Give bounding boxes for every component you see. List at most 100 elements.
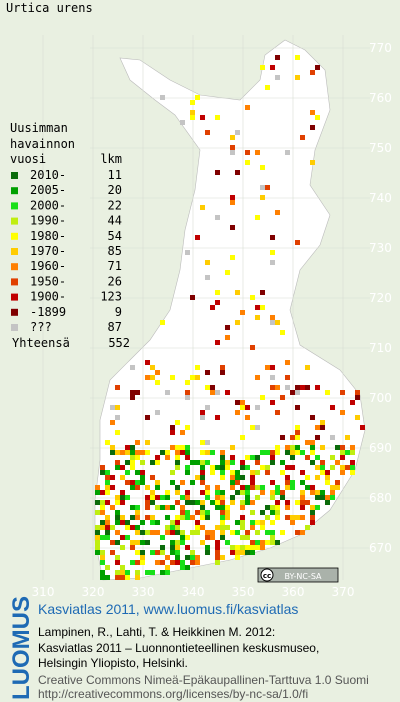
occurrence-square (215, 495, 220, 500)
headline: Kasviatlas 2011, www.luomus.fi/kasviatla… (38, 601, 298, 617)
occurrence-square (230, 255, 235, 260)
occurrence-square (215, 525, 220, 530)
occurrence-square (315, 505, 320, 510)
occurrence-square (120, 545, 125, 550)
occurrence-square (255, 305, 260, 310)
occurrence-square (305, 365, 310, 370)
legend-swatch (11, 172, 18, 179)
occurrence-square (255, 530, 260, 535)
occurrence-square (300, 530, 305, 535)
occurrence-square (125, 460, 130, 465)
occurrence-square (185, 450, 190, 455)
occurrence-square (310, 70, 315, 75)
legend-heading: Uusimman (10, 121, 68, 135)
occurrence-square (290, 435, 295, 440)
occurrence-square (175, 450, 180, 455)
occurrence-square (245, 545, 250, 550)
occurrence-square (215, 555, 220, 560)
occurrence-square (300, 500, 305, 505)
occurrence-square (270, 505, 275, 510)
occurrence-square (290, 450, 295, 455)
occurrence-square (190, 480, 195, 485)
occurrence-square (110, 420, 115, 425)
occurrence-square (160, 95, 165, 100)
occurrence-square (145, 515, 150, 520)
occurrence-square (230, 470, 235, 475)
occurrence-square (185, 390, 190, 395)
occurrence-square (150, 570, 155, 575)
occurrence-square (150, 460, 155, 465)
occurrence-square (220, 490, 225, 495)
occurrence-square (345, 465, 350, 470)
legend-total: 552 (108, 336, 130, 350)
occurrence-square (295, 430, 300, 435)
occurrence-square (310, 510, 315, 515)
occurrence-square (340, 390, 345, 395)
legend-heading: havainnon (10, 137, 75, 151)
occurrence-square (350, 400, 355, 405)
occurrence-square (180, 120, 185, 125)
occurrence-square (340, 455, 345, 460)
occurrence-square (245, 160, 250, 165)
occurrence-square (275, 490, 280, 495)
occurrence-square (220, 370, 225, 375)
occurrence-square (290, 390, 295, 395)
occurrence-square (140, 470, 145, 475)
occurrence-square (185, 455, 190, 460)
occurrence-square (180, 480, 185, 485)
legend-swatch (11, 187, 18, 195)
occurrence-square (100, 550, 105, 555)
occurrence-square (115, 450, 120, 455)
occurrence-square (155, 520, 160, 525)
occurrence-square (175, 420, 180, 425)
occurrence-square (255, 485, 260, 490)
occurrence-square (195, 475, 200, 480)
legend-count: 54 (108, 229, 122, 243)
occurrence-square (145, 440, 150, 445)
occurrence-square (285, 450, 290, 455)
occurrence-square (220, 475, 225, 480)
occurrence-square (185, 425, 190, 430)
occurrence-square (200, 490, 205, 495)
occurrence-square (240, 400, 245, 405)
occurrence-square (170, 505, 175, 510)
occurrence-square (235, 400, 240, 405)
occurrence-square (315, 115, 320, 120)
occurrence-square (115, 430, 120, 435)
occurrence-square (180, 515, 185, 520)
occurrence-square (205, 485, 210, 490)
map-title: Urtica urens (6, 1, 93, 15)
occurrence-square (220, 450, 225, 455)
occurrence-square (170, 470, 175, 475)
occurrence-square (185, 555, 190, 560)
occurrence-square (240, 435, 245, 440)
occurrence-square (260, 65, 265, 70)
occurrence-square (290, 485, 295, 490)
occurrence-square (270, 490, 275, 495)
occurrence-square (295, 55, 300, 60)
occurrence-square (260, 450, 265, 455)
occurrence-square (290, 465, 295, 470)
occurrence-square (125, 495, 130, 500)
occurrence-square (265, 505, 270, 510)
occurrence-square (300, 450, 305, 455)
occurrence-square (140, 550, 145, 555)
occurrence-square (240, 550, 245, 555)
occurrence-square (195, 520, 200, 525)
occurrence-square (255, 540, 260, 545)
occurrence-square (135, 390, 140, 395)
occurrence-square (135, 470, 140, 475)
occurrence-square (230, 495, 235, 500)
occurrence-square (275, 320, 280, 325)
occurrence-square (320, 425, 325, 430)
occurrence-square (335, 480, 340, 485)
occurrence-square (185, 470, 190, 475)
occurrence-square (205, 550, 210, 555)
occurrence-square (165, 495, 170, 500)
occurrence-square (240, 405, 245, 410)
occurrence-square (325, 470, 330, 475)
occurrence-square (230, 475, 235, 480)
occurrence-square (130, 450, 135, 455)
occurrence-square (265, 465, 270, 470)
legend-swatch (11, 248, 18, 255)
